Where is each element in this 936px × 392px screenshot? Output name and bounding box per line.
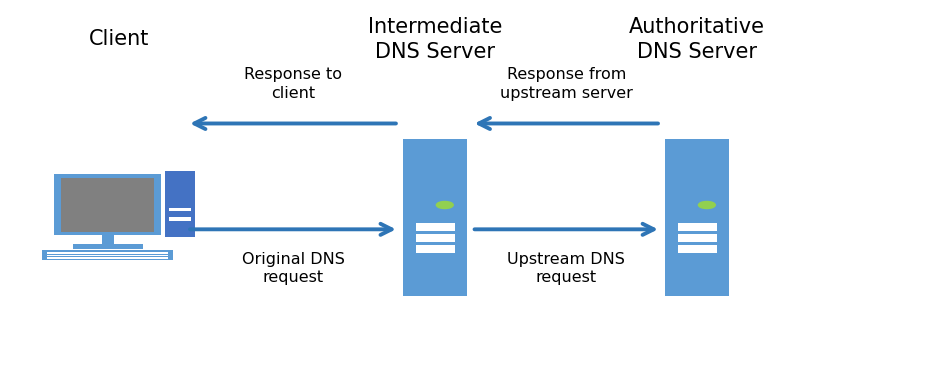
FancyBboxPatch shape: [42, 250, 173, 260]
Text: Client: Client: [89, 29, 150, 49]
FancyBboxPatch shape: [47, 257, 168, 259]
FancyBboxPatch shape: [169, 208, 192, 211]
FancyBboxPatch shape: [678, 223, 717, 231]
FancyBboxPatch shape: [678, 245, 717, 253]
FancyBboxPatch shape: [665, 139, 729, 296]
Text: Authoritative
DNS Server: Authoritative DNS Server: [629, 17, 766, 62]
Text: Upstream DNS
request: Upstream DNS request: [507, 252, 625, 285]
FancyBboxPatch shape: [47, 252, 168, 254]
Circle shape: [436, 201, 453, 209]
FancyBboxPatch shape: [166, 171, 196, 237]
FancyBboxPatch shape: [73, 244, 143, 249]
FancyBboxPatch shape: [54, 174, 162, 235]
Text: Intermediate
DNS Server: Intermediate DNS Server: [368, 17, 503, 62]
FancyBboxPatch shape: [403, 139, 467, 296]
FancyBboxPatch shape: [47, 255, 168, 256]
FancyBboxPatch shape: [102, 235, 114, 244]
FancyBboxPatch shape: [416, 223, 455, 231]
FancyBboxPatch shape: [169, 217, 192, 220]
FancyBboxPatch shape: [416, 234, 455, 242]
FancyBboxPatch shape: [416, 245, 455, 253]
FancyBboxPatch shape: [62, 178, 154, 232]
Text: Response to
client: Response to client: [244, 67, 342, 101]
FancyBboxPatch shape: [678, 234, 717, 242]
Circle shape: [698, 201, 715, 209]
Text: Original DNS
request: Original DNS request: [241, 252, 344, 285]
Text: Response from
upstream server: Response from upstream server: [500, 67, 633, 101]
